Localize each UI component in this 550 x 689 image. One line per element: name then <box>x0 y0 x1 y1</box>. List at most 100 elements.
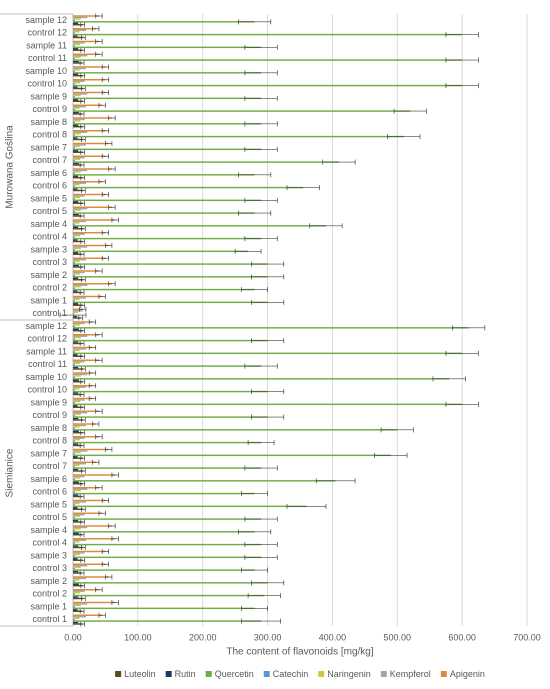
error-bar <box>234 248 262 254</box>
bar <box>73 499 106 502</box>
error-bar <box>81 506 86 512</box>
bar <box>73 18 81 20</box>
bar <box>73 60 79 63</box>
bar <box>73 451 81 454</box>
bar <box>73 213 79 216</box>
bar <box>73 519 79 522</box>
bar <box>73 362 81 364</box>
bar <box>73 543 262 546</box>
y-tick-label: sample 10 <box>25 66 67 76</box>
bar <box>73 545 79 547</box>
bar <box>73 351 75 353</box>
bar <box>73 607 255 610</box>
bar <box>73 249 75 251</box>
bar <box>73 603 88 605</box>
error-bar <box>105 243 113 249</box>
bar <box>73 546 84 549</box>
error-bar <box>80 124 86 130</box>
y-tick-label: sample 10 <box>25 372 67 382</box>
bar <box>73 448 109 451</box>
legend-label: Luteolin <box>124 669 156 679</box>
y-tick-label: sample 8 <box>30 423 67 433</box>
bar <box>73 183 80 186</box>
bar <box>73 277 79 280</box>
error-bar <box>79 162 85 168</box>
bar <box>73 69 80 71</box>
y-tick-label: sample 3 <box>30 244 67 254</box>
bar <box>73 169 88 172</box>
bar <box>73 234 81 237</box>
bar <box>73 389 75 391</box>
x-tick-label: 500.00 <box>384 632 412 642</box>
y-tick-label: sample 9 <box>30 91 67 101</box>
bar <box>73 552 85 554</box>
bar <box>73 501 86 503</box>
bar <box>73 233 85 235</box>
bar <box>73 70 75 73</box>
bar <box>73 330 83 332</box>
bar <box>73 440 75 442</box>
bar <box>73 577 86 580</box>
y-tick-label: sample 9 <box>30 397 67 407</box>
error-bar <box>238 172 272 178</box>
error-bar <box>81 85 86 91</box>
bar <box>73 162 79 165</box>
error-bar <box>241 287 268 293</box>
bar <box>73 556 262 559</box>
bar <box>73 317 81 319</box>
bar <box>73 288 255 291</box>
bar <box>73 134 75 136</box>
bar <box>73 260 80 262</box>
bar <box>73 596 79 598</box>
error-bar <box>244 465 278 471</box>
bar <box>73 491 75 493</box>
y-tick-label: sample 5 <box>30 193 67 203</box>
legend-swatch <box>263 671 270 677</box>
legend-item: Naringenin <box>318 669 371 679</box>
bar <box>73 118 85 121</box>
bar <box>73 195 85 197</box>
error-bar <box>244 95 278 101</box>
legend-label: Rutin <box>175 669 196 679</box>
error-bar <box>452 325 486 331</box>
bar <box>73 94 81 97</box>
x-tick-label: 300.00 <box>254 632 282 642</box>
error-bar <box>111 472 119 478</box>
bar <box>73 45 75 47</box>
error-bar <box>81 366 86 372</box>
bar <box>73 591 81 594</box>
bar <box>73 555 75 557</box>
bar <box>73 327 469 329</box>
bar <box>73 87 84 90</box>
error-bar <box>247 593 281 599</box>
bar <box>73 516 75 519</box>
bar <box>73 513 85 516</box>
legend-item: Catechin <box>263 669 308 679</box>
error-bar <box>380 427 414 433</box>
error-bar <box>101 561 110 567</box>
bar <box>73 105 86 108</box>
bar <box>73 502 80 505</box>
bar <box>73 56 81 58</box>
bar <box>73 201 79 203</box>
bar <box>73 583 79 586</box>
bar <box>73 59 463 61</box>
error-bar <box>111 600 119 606</box>
bar <box>73 386 86 388</box>
error-bar <box>244 236 278 242</box>
y-tick-label: control 1 <box>32 614 67 624</box>
bar <box>73 151 83 153</box>
error-bar <box>95 408 103 414</box>
bar <box>73 308 83 310</box>
bar <box>73 376 75 379</box>
bar <box>73 32 75 34</box>
bar <box>73 456 78 458</box>
bar <box>73 244 109 247</box>
legend-item: Rutin <box>165 669 196 679</box>
y-tick-label: control 4 <box>32 538 67 548</box>
bar <box>73 219 116 221</box>
error-bar <box>244 363 278 369</box>
bar <box>73 400 81 403</box>
bar <box>73 531 255 533</box>
